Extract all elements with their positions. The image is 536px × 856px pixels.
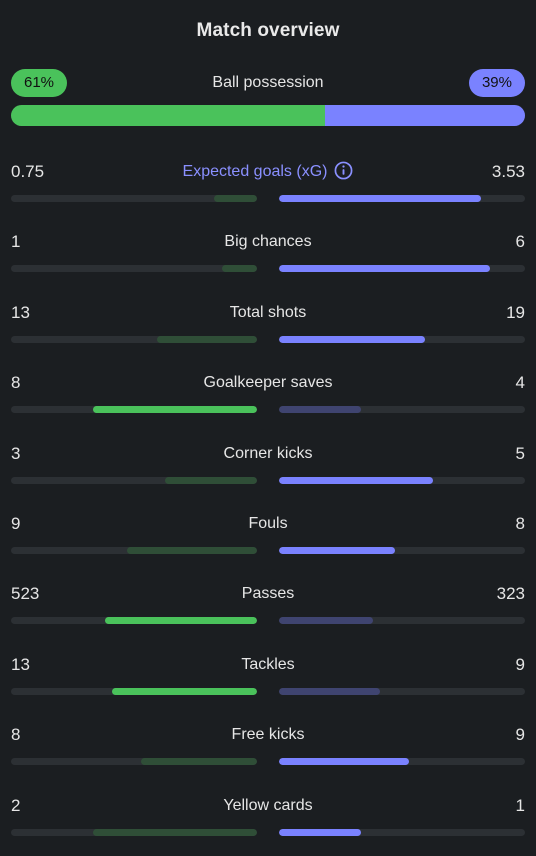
stat-away-value: 323 bbox=[496, 584, 525, 604]
stat-label: Yellow cards bbox=[223, 796, 313, 814]
stat-row-free-kicks: 8 Free kicks 9 bbox=[11, 723, 525, 769]
stat-label: Big chances bbox=[224, 233, 312, 251]
stat-home-bar bbox=[11, 335, 257, 343]
possession-bar-away bbox=[324, 105, 525, 126]
stat-away-bar-fill bbox=[279, 195, 481, 202]
stat-home-value: 523 bbox=[11, 584, 40, 604]
stat-away-value: 9 bbox=[515, 654, 525, 674]
stat-away-bar-fill bbox=[279, 335, 426, 343]
stat-away-bar bbox=[279, 476, 525, 484]
stat-away-value: 6 bbox=[515, 232, 525, 252]
stat-away-value: 9 bbox=[515, 725, 525, 745]
stat-home-bar-fill bbox=[141, 758, 257, 766]
stat-away-value: 5 bbox=[515, 443, 525, 463]
stat-home-bar-fill bbox=[157, 335, 257, 343]
stat-away-bar-fill bbox=[279, 476, 433, 484]
stat-home-bar-fill bbox=[164, 476, 257, 484]
stat-row-goalkeeper-saves: 8 Goalkeeper saves 4 bbox=[11, 371, 525, 417]
stat-home-value: 13 bbox=[11, 654, 30, 674]
stat-row-passes: 523 Passes 323 bbox=[11, 582, 525, 628]
stat-home-bar bbox=[11, 687, 257, 695]
stat-home-value: 3 bbox=[11, 443, 21, 463]
stat-home-bar bbox=[11, 406, 257, 414]
stat-away-bar bbox=[279, 687, 525, 695]
stat-home-bar-fill bbox=[93, 828, 257, 836]
stat-away-bar bbox=[279, 547, 525, 554]
possession-away-badge: 39% bbox=[468, 69, 525, 97]
stat-home-value: 8 bbox=[11, 725, 21, 745]
stat-row-fouls: 9 Fouls 8 bbox=[11, 512, 525, 558]
stat-away-bar-fill bbox=[279, 406, 361, 414]
stat-row-total-shots: 13 Total shots 19 bbox=[11, 301, 525, 347]
page-title: Match overview bbox=[196, 20, 340, 41]
stat-away-value: 1 bbox=[515, 795, 525, 815]
stat-home-bar bbox=[11, 617, 257, 625]
stat-home-value: 1 bbox=[11, 232, 21, 252]
stat-home-value: 2 bbox=[11, 795, 21, 815]
stat-label: Total shots bbox=[229, 303, 307, 321]
stat-row-corner-kicks: 3 Corner kicks 5 bbox=[11, 442, 525, 488]
stat-home-bar bbox=[11, 828, 257, 836]
possession-bar-home bbox=[11, 105, 325, 126]
stat-label: Tackles bbox=[241, 655, 295, 673]
stat-away-bar-fill bbox=[279, 758, 410, 766]
stat-home-bar-fill bbox=[93, 406, 257, 414]
stat-away-bar bbox=[279, 406, 525, 414]
stat-away-bar-fill bbox=[279, 617, 373, 625]
stat-away-bar bbox=[279, 335, 525, 343]
stat-label[interactable]: Expected goals (xG) bbox=[11, 160, 525, 184]
stat-away-bar bbox=[279, 758, 525, 766]
stat-away-bar-fill bbox=[279, 687, 380, 695]
possession-home-badge: 61% bbox=[11, 69, 68, 97]
stat-away-bar-fill bbox=[279, 265, 490, 273]
possession-bar bbox=[11, 105, 525, 126]
stat-away-bar bbox=[279, 828, 525, 836]
stat-row-yellow-cards: 2 Yellow cards 1 bbox=[11, 794, 525, 840]
stat-home-bar bbox=[11, 476, 257, 484]
stat-away-value: 4 bbox=[515, 373, 525, 393]
stat-away-bar bbox=[279, 617, 525, 625]
stat-home-value: 13 bbox=[11, 302, 30, 322]
stat-home-bar-fill bbox=[221, 265, 257, 273]
stat-home-bar-fill bbox=[104, 617, 257, 625]
stat-label: Passes bbox=[241, 585, 295, 603]
stat-away-bar bbox=[279, 265, 525, 273]
stat-label: Corner kicks bbox=[223, 444, 313, 462]
stat-home-bar bbox=[11, 758, 257, 766]
stat-row-tackles: 13 Tackles 9 bbox=[11, 653, 525, 699]
stat-away-bar bbox=[279, 195, 525, 202]
stat-row-expected-goals: 0.75 Expected goals (xG) 3.53 bbox=[11, 160, 525, 206]
stat-away-value: 8 bbox=[515, 514, 525, 533]
stat-home-bar bbox=[11, 547, 257, 554]
stat-home-value: 0.75 bbox=[11, 162, 45, 181]
stat-label: Goalkeeper saves bbox=[203, 374, 333, 392]
stat-home-value: 8 bbox=[11, 373, 21, 393]
ball-possession: 61% Ball possession 39% bbox=[11, 69, 525, 126]
stat-label: Free kicks bbox=[231, 726, 305, 744]
stat-home-bar bbox=[11, 195, 257, 202]
stat-away-bar-fill bbox=[279, 547, 395, 554]
stat-home-value: 9 bbox=[11, 514, 21, 533]
stat-home-bar-fill bbox=[214, 195, 257, 202]
stat-label-text[interactable]: Expected goals (xG) bbox=[182, 163, 328, 180]
possession-label: Ball possession bbox=[212, 74, 324, 91]
stat-away-value: 3.53 bbox=[491, 162, 525, 181]
info-icon[interactable] bbox=[334, 161, 353, 180]
stat-home-bar bbox=[11, 265, 257, 273]
stat-row-big-chances: 1 Big chances 6 bbox=[11, 230, 525, 276]
stat-home-bar-fill bbox=[126, 547, 257, 554]
stat-away-value: 19 bbox=[506, 302, 525, 322]
stat-away-bar-fill bbox=[279, 828, 361, 836]
stat-home-bar-fill bbox=[111, 687, 257, 695]
stat-label: Fouls bbox=[248, 515, 288, 532]
